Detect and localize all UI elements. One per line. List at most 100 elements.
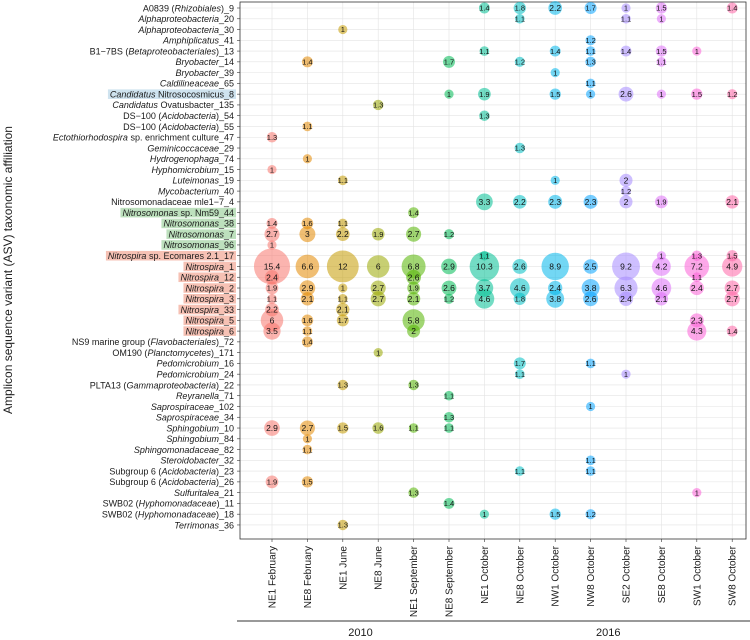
x-axis-labels: NE1 February NE8 February NE1 June NE8 June… [268, 539, 739, 617]
bubble [337, 422, 349, 434]
taxon-name: Sphingomonadaceae_82 [134, 445, 234, 455]
bubble [370, 291, 386, 307]
taxon-name: Sphingobium_10 [166, 423, 234, 433]
bubble-label: 1.9 [373, 230, 383, 239]
taxon-name: Bryobacter_14 [175, 57, 234, 67]
taxon-name: Luteimonas_19 [172, 176, 234, 186]
bubble [514, 56, 525, 67]
taxon-label: PLTA13 (Gammaproteobacteria)_22 [90, 380, 240, 390]
bubble [585, 35, 596, 46]
bubble [512, 259, 528, 274]
taxon-name: Hydrogenophaga_74 [150, 154, 234, 164]
taxon-label: SWB02 (Hyphomonadaceae)_18 [102, 509, 240, 519]
bubble [724, 291, 740, 307]
bubble [583, 259, 598, 274]
bubble-label: 1 [624, 4, 628, 13]
year-groups: 2010 2016 [237, 620, 750, 639]
taxon-name: Terrimonas_36 [174, 520, 234, 530]
bubble-label: 7.2 [691, 262, 703, 272]
bubble-label: 1.1 [479, 47, 489, 56]
bubble-label: 1.1 [515, 467, 525, 476]
taxon-label: Ectothiorhodospira sp. enrichment cultur… [53, 133, 240, 143]
bubble [302, 154, 312, 164]
bubble-label: 1.1 [408, 424, 418, 433]
bubble-label: 1.4 [621, 47, 631, 56]
bubble [541, 252, 569, 281]
taxon-label: Nitrosomonas sp. Nm59_44 [120, 207, 240, 218]
sample-label: NE1 February [268, 546, 279, 608]
bubble-label: 4.2 [655, 262, 667, 272]
bubble [443, 497, 455, 509]
bubble-label: 2.7 [301, 423, 313, 433]
bubble-label: 1.1 [692, 273, 702, 282]
bubble [722, 256, 743, 277]
sample-label: NE8 February [303, 546, 314, 608]
bubble [336, 302, 350, 317]
taxon-highlight [161, 240, 236, 250]
bubble-label: 1.7 [515, 359, 525, 368]
bubble [612, 252, 640, 281]
bubble [479, 46, 490, 56]
bubble [614, 276, 638, 300]
taxon-name: DS−100 (Acidobacteria)_54 [123, 111, 234, 121]
bubble [514, 13, 525, 24]
bubble-label: 1.1 [302, 122, 312, 131]
bubble [265, 475, 279, 489]
taxon-highlight [183, 315, 236, 326]
bubble [264, 226, 280, 242]
taxon-label: Bryobacter_14 [175, 57, 240, 67]
bubble-label: 1.5 [302, 478, 312, 487]
bubble-label: 4.6 [478, 294, 490, 304]
bubble-label: 1.3 [479, 111, 489, 120]
bubble [479, 509, 489, 519]
taxon-name: DS−100 (Acidobacteria)_55 [123, 122, 234, 132]
bubble-label: 1.1 [338, 176, 348, 185]
bubble-label: 1.3 [585, 58, 595, 67]
taxon-highlight [161, 218, 236, 229]
taxon-highlight [183, 294, 236, 304]
bubble [581, 279, 600, 297]
taxon-label: Subgroup 6 (Acidobacteria)_26 [109, 477, 240, 487]
taxon-name: PLTA13 (Gammaproteobacteria)_22 [90, 380, 234, 390]
bubble-label: 2.7 [372, 294, 384, 304]
bubble-label: 1.1 [515, 370, 525, 379]
taxon-label: Amphiplicatus_41 [162, 36, 240, 46]
bubble [267, 164, 277, 175]
taxon-name: Reyranella_71 [176, 391, 234, 401]
taxon-label: Caldilineaceae_65 [160, 79, 240, 89]
bubble-label: 1.5 [727, 251, 737, 260]
sample-label: NE1 October [480, 545, 491, 603]
bubble-label: 1.5 [656, 47, 666, 56]
bubble-label: 1 [624, 370, 628, 379]
bubble [301, 314, 314, 327]
bubble-label: 1.4 [550, 47, 560, 56]
taxon-name: Candidatus Ovatusbacter_135 [112, 100, 234, 110]
taxon-label: Pedomicrobium_24 [156, 369, 240, 379]
taxon-label: Luteimonas_19 [172, 176, 240, 186]
taxon-label: Saprospiraceae_102 [151, 402, 240, 412]
y-axis-title: Amplicon sequence variant (ASV) taxonomi… [1, 126, 15, 414]
bubble [691, 250, 703, 261]
bubble [406, 269, 422, 285]
bubble [654, 292, 669, 306]
bubble [513, 292, 526, 305]
bubble [550, 68, 560, 78]
bubble [621, 3, 631, 13]
bubble [687, 321, 707, 341]
bubble [295, 254, 320, 279]
bubble [265, 302, 279, 317]
year-group: 2010 [237, 620, 467, 639]
sample-label: NW1 October [551, 545, 562, 606]
taxon-name: Nitrospira_5 [185, 316, 234, 326]
taxon-name: Subgroup 6 (Acidobacteria)_23 [109, 466, 234, 476]
bubble-label: 1 [447, 90, 451, 99]
bubble [513, 357, 526, 370]
bubble [586, 401, 596, 412]
bubble-label: 2.7 [726, 283, 738, 293]
bubble-label: 1.9 [408, 284, 418, 293]
taxon-highlight [120, 207, 236, 218]
taxon-label: Bryobacter_39 [175, 68, 240, 78]
taxon-label: Steroidobacter_32 [160, 456, 240, 466]
bubble-label: 1.3 [444, 413, 454, 422]
